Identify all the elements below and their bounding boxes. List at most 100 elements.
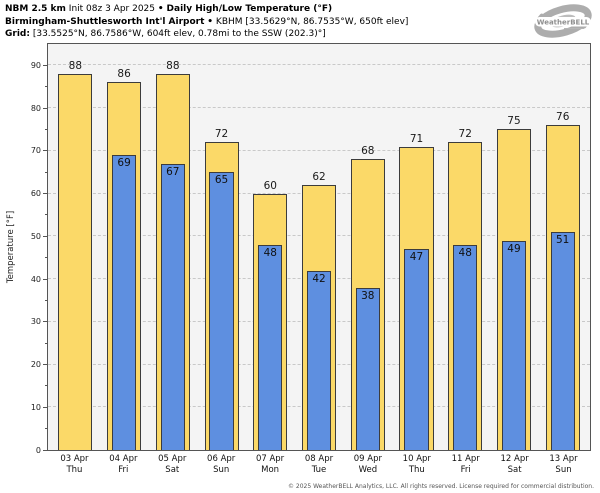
high-value-label: 86: [117, 68, 131, 81]
high-temp-bar: [58, 73, 93, 450]
x-label-date: 05 Apr: [158, 454, 187, 464]
low-temp-bar: 49: [501, 240, 527, 450]
y-major-tick: [43, 107, 48, 109]
gridline: [48, 64, 590, 66]
high-value-label: 88: [166, 59, 180, 72]
x-label-date: 13 Apr: [549, 454, 578, 464]
low-temp-bar: 65: [209, 172, 234, 450]
y-major-tick: [43, 278, 48, 280]
y-tick-label: 20: [30, 360, 41, 370]
low-temp-bar: 69: [111, 155, 137, 450]
low-temp-bar: 48: [453, 244, 478, 450]
y-minor-tick: [45, 171, 48, 173]
chart-column: 72 48: [441, 44, 490, 450]
x-axis-labels: 03 Apr Thu 04 Apr Fri 05 Apr Sat 06 Apr Sun 07 A…: [47, 454, 591, 475]
y-minor-tick: [45, 342, 48, 344]
x-label-weekday: Sat: [165, 464, 180, 475]
plot-area: 0 10 20 30 40 50 60 70 80 90 88 86 69 88 67 72 65 60 48 62…: [31, 43, 591, 455]
x-label-date: 10 Apr: [402, 454, 431, 464]
x-tick-label: 09 Apr Wed: [343, 454, 392, 475]
chart-column: 60 48: [246, 44, 295, 450]
high-value-label: 72: [214, 128, 229, 141]
low-value-label: 42: [312, 272, 326, 285]
y-tick-label: 30: [30, 317, 41, 327]
x-label-weekday: Wed: [358, 464, 378, 475]
high-value-label: 68: [361, 145, 375, 158]
low-temp-bar: 42: [306, 270, 332, 450]
y-tick-label: 50: [30, 231, 41, 241]
x-label-weekday: Sat: [507, 464, 522, 475]
x-tick-label: 06 Apr Sun: [197, 454, 246, 475]
y-axis-title: Temperature [°F]: [6, 210, 16, 284]
grid-label: Grid:: [5, 29, 30, 39]
x-label-date: 09 Apr: [353, 454, 382, 464]
low-value-label: 51: [556, 234, 570, 247]
bullet-separator: •: [157, 4, 164, 14]
low-temp-bar: 51: [550, 232, 575, 450]
x-label-date: 03 Apr: [60, 454, 89, 464]
product-title: Daily High/Low Temperature (°F): [166, 4, 333, 14]
x-label-date: 08 Apr: [304, 454, 334, 464]
gridline: [48, 107, 590, 109]
y-minor-tick: [45, 385, 48, 387]
low-value-label: 48: [263, 246, 277, 259]
x-label-date: 12 Apr: [500, 454, 529, 464]
x-label-weekday: Sun: [213, 464, 230, 475]
x-label-weekday: Thu: [408, 464, 425, 475]
x-tick-label: 12 Apr Sat: [490, 454, 539, 475]
y-minor-tick: [45, 428, 48, 430]
x-label-weekday: Tue: [311, 464, 327, 475]
chart-column: 88: [51, 44, 100, 450]
y-tick-label: 70: [30, 146, 41, 156]
y-major-tick: [43, 150, 48, 152]
station-name: Birmingham-Shuttlesworth Int'l Airport: [5, 16, 205, 27]
x-tick-label: 10 Apr Thu: [392, 454, 441, 475]
chart-column: 68 38: [343, 44, 392, 450]
y-tick-label: 80: [30, 103, 41, 113]
low-value-label: 69: [117, 157, 131, 170]
low-temp-bar: 48: [258, 244, 283, 450]
header-line-1: NBM 2.5 km Init 08z 3 Apr 2025 • Daily H…: [5, 3, 408, 16]
low-temp-bar: 47: [404, 249, 429, 450]
y-minor-tick: [45, 86, 48, 88]
y-tick-label: 0: [35, 445, 41, 455]
chart-column: 88 67: [148, 44, 197, 450]
x-tick-label: 07 Apr Mon: [246, 454, 295, 475]
x-tick-label: 13 Apr Sun: [539, 454, 588, 475]
grid-info: [33.5525°N, 86.7586°W, 604ft elev, 0.78m…: [32, 29, 326, 39]
x-label-date: 11 Apr: [451, 454, 480, 464]
y-tick-label: 90: [30, 60, 41, 70]
chart-column: 72 65: [197, 44, 246, 450]
x-tick-label: 08 Apr Tue: [295, 454, 344, 475]
gridline: [48, 149, 590, 151]
chart-column: 86 69: [100, 44, 149, 450]
x-tick-label: 05 Apr Sat: [148, 454, 197, 475]
x-tick-label: 04 Apr Fri: [99, 454, 148, 475]
x-tick-label: 03 Apr Thu: [50, 454, 99, 475]
chart-column: 75 49: [490, 44, 539, 450]
y-major-tick: [43, 449, 48, 451]
chart-column: 71 47: [392, 44, 441, 450]
low-value-label: 65: [214, 174, 229, 187]
y-major-tick: [43, 235, 48, 237]
y-minor-tick: [45, 214, 48, 216]
chart-column: 76 51: [538, 44, 587, 450]
high-value-label: 76: [556, 111, 570, 124]
x-label-date: 06 Apr: [207, 454, 236, 464]
low-temp-bar: 67: [160, 163, 185, 450]
high-value-label: 72: [458, 128, 472, 141]
x-label-weekday: Fri: [460, 464, 471, 475]
high-value-label: 75: [507, 115, 521, 128]
y-major-tick: [43, 193, 48, 195]
y-major-tick: [43, 406, 48, 408]
y-major-tick: [43, 321, 48, 323]
y-tick-label: 10: [30, 402, 41, 412]
high-value-label: 60: [263, 179, 277, 192]
x-label-weekday: Fri: [118, 464, 129, 475]
y-tick-label: 60: [30, 189, 41, 199]
copyright-notice: © 2025 WeatherBELL Analytics, LLC. All r…: [288, 483, 594, 490]
y-minor-tick: [45, 128, 48, 130]
x-label-weekday: Mon: [261, 464, 280, 475]
chart-header: NBM 2.5 km Init 08z 3 Apr 2025 • Daily H…: [5, 3, 408, 41]
